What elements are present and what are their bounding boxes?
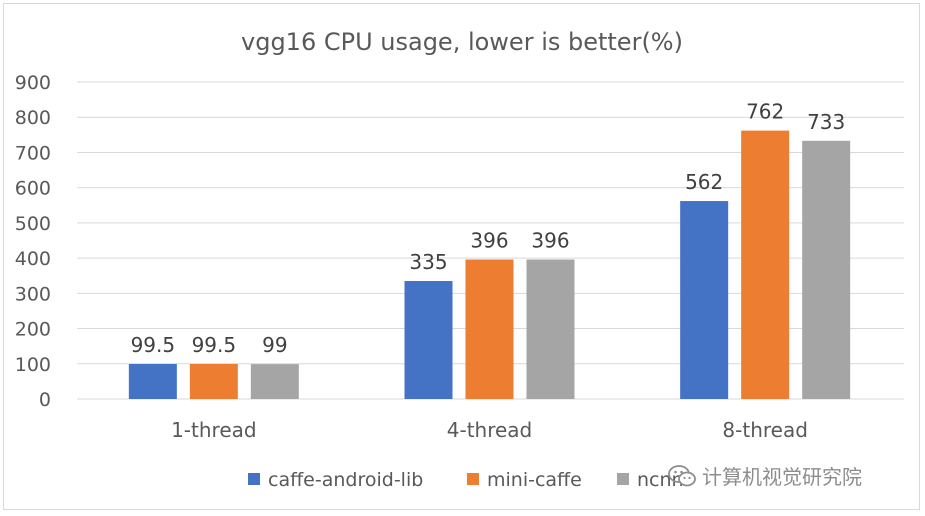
- data-label: 99: [262, 333, 287, 357]
- watermark: 计算机视觉研究院: [668, 461, 862, 490]
- y-tick-label: 200: [15, 319, 51, 341]
- bars: [128, 130, 851, 399]
- data-label: 335: [409, 250, 447, 274]
- chart-title: vgg16 CPU usage, lower is better(%): [241, 28, 683, 56]
- y-tick-label: 300: [15, 283, 51, 305]
- legend-label: ncnn: [637, 469, 684, 491]
- bar-caffe-android-lib-1-thread: [128, 363, 177, 399]
- data-label: 562: [685, 170, 723, 194]
- data-label: 99.5: [192, 333, 237, 357]
- chart-frame: vgg16 CPU usage, lower is better(%) 0 100…: [3, 3, 920, 510]
- data-label: 396: [531, 229, 569, 253]
- data-label: 762: [746, 100, 784, 124]
- bar-mini-caffe-4-thread: [465, 259, 514, 399]
- wechat-icon: [668, 464, 696, 486]
- legend-label: caffe-android-lib: [268, 469, 423, 491]
- watermark-text: 计算机视觉研究院: [702, 465, 862, 489]
- y-tick-label: 800: [15, 107, 51, 129]
- x-tick-label: 8-thread: [722, 418, 808, 442]
- y-tick-label: 100: [15, 354, 51, 376]
- legend-swatch: [248, 473, 260, 485]
- bar-chart: vgg16 CPU usage, lower is better(%) 0 100…: [15, 28, 904, 491]
- bar-caffe-android-lib-4-thread: [404, 281, 453, 399]
- legend-swatch: [617, 473, 629, 485]
- x-tick-label: 4-thread: [447, 418, 533, 442]
- y-tick-label: 500: [15, 213, 51, 235]
- bar-caffe-android-lib-8-thread: [680, 201, 729, 399]
- legend-label: mini-caffe: [487, 469, 582, 491]
- data-label: 99.5: [131, 333, 176, 357]
- data-label: 396: [470, 229, 508, 253]
- y-tick-label: 400: [15, 248, 51, 270]
- x-axis-ticks: 1-thread 4-thread 8-thread: [171, 418, 808, 442]
- bar-mini-caffe-8-thread: [741, 130, 790, 399]
- data-labels: 99.5 99.5 99 335 396 396 562 762 733: [131, 100, 846, 358]
- y-tick-label: 900: [15, 72, 51, 94]
- x-tick-label: 1-thread: [171, 418, 257, 442]
- data-label: 733: [807, 110, 845, 134]
- legend-swatch: [467, 473, 479, 485]
- y-tick-label: 600: [15, 178, 51, 200]
- y-tick-label: 0: [39, 389, 51, 411]
- y-tick-label: 700: [15, 142, 51, 164]
- bar-ncnn-1-thread: [250, 364, 299, 399]
- bar-ncnn-8-thread: [802, 140, 851, 399]
- gridlines: [77, 81, 904, 400]
- legend: caffe-android-lib mini-caffe ncnn: [248, 469, 684, 491]
- bar-mini-caffe-1-thread: [189, 363, 238, 399]
- bar-ncnn-4-thread: [526, 259, 575, 399]
- y-axis-ticks: 0 100 200 300 400 500 600 700 800 900: [15, 72, 51, 411]
